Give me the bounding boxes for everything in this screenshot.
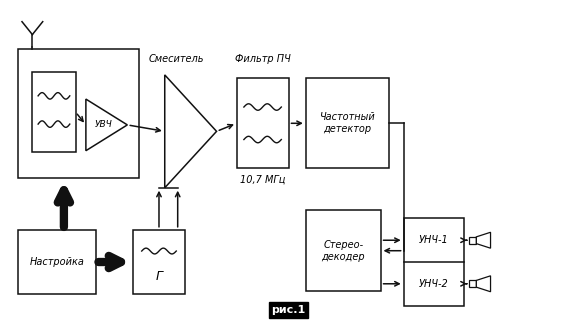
Text: Стерео-
декодер: Стерео- декодер — [321, 240, 365, 261]
Bar — [18, 230, 96, 294]
Bar — [18, 49, 139, 178]
Polygon shape — [477, 276, 490, 292]
Text: Смеситель: Смеситель — [148, 54, 204, 64]
Bar — [32, 72, 76, 152]
Text: Г: Г — [155, 270, 163, 283]
Bar — [469, 237, 477, 244]
Text: Фильтр ПЧ: Фильтр ПЧ — [235, 54, 290, 64]
Text: УНЧ-2: УНЧ-2 — [419, 279, 449, 289]
Text: 10,7 МГц: 10,7 МГц — [240, 175, 285, 185]
Text: Настройка: Настройка — [29, 257, 84, 267]
Bar — [133, 230, 185, 294]
Bar — [469, 280, 477, 287]
Polygon shape — [86, 99, 128, 151]
Bar — [404, 218, 464, 306]
Bar — [306, 210, 381, 291]
Polygon shape — [477, 232, 490, 248]
Text: УНЧ-1: УНЧ-1 — [419, 235, 449, 245]
Polygon shape — [165, 75, 216, 188]
Bar — [237, 78, 288, 168]
Bar — [306, 78, 389, 168]
Text: УВЧ: УВЧ — [95, 121, 113, 129]
Text: Частотный
детектор: Частотный детектор — [320, 112, 376, 134]
Text: рис.1: рис.1 — [271, 305, 306, 315]
